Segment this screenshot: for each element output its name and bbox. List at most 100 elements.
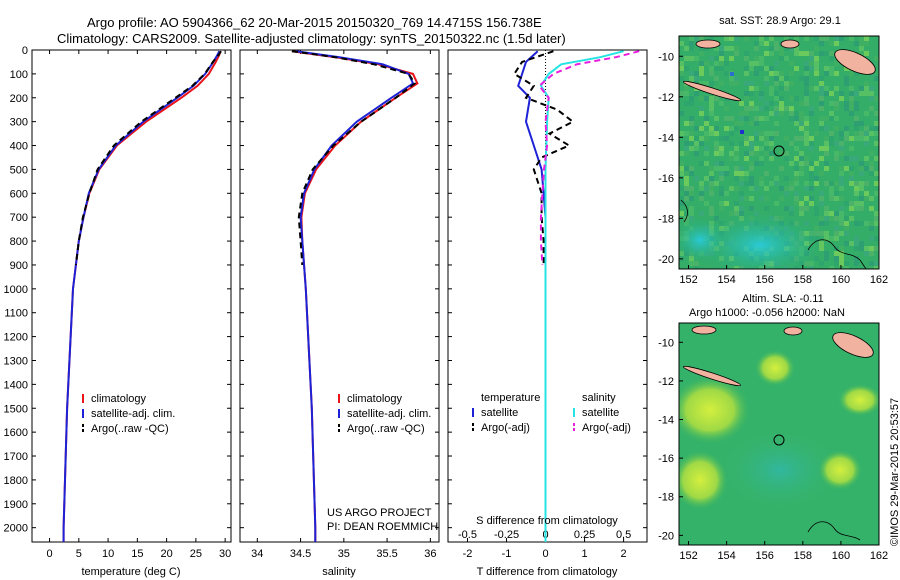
temperature-xlabel: temperature (deg C) <box>81 566 180 578</box>
x-tick-label: 0 <box>46 548 52 560</box>
sst-pixel <box>709 106 714 111</box>
sst-pixel <box>744 156 749 161</box>
sst-pixel <box>804 101 809 106</box>
sst-pixel <box>794 176 799 181</box>
sst-pixel <box>744 106 749 111</box>
sst-pixel <box>869 131 874 136</box>
sst-pixel <box>769 51 774 56</box>
sst-pixel <box>714 76 719 81</box>
sst-map-frame <box>678 35 880 270</box>
sst-pixel <box>699 61 704 66</box>
sst-pixel <box>839 251 844 256</box>
sla-map <box>679 323 879 545</box>
sst-pixel <box>754 71 759 76</box>
map-x-tick-label: 158 <box>794 550 812 562</box>
sst-pixel <box>694 146 699 151</box>
sst-pixel <box>844 226 849 231</box>
map-y-tick-label: -20 <box>658 530 674 542</box>
sst-pixel <box>759 91 764 96</box>
sst-pixel <box>849 91 854 96</box>
sst-pixel <box>754 66 759 71</box>
sst-pixel <box>839 231 844 236</box>
sst-pixel <box>784 81 789 86</box>
map-y-tick-label: -10 <box>658 51 674 63</box>
sst-pixel <box>869 166 874 171</box>
sst-pixel <box>829 211 834 216</box>
sst-pixel <box>869 126 874 131</box>
sst-pixel <box>829 51 834 56</box>
sst-pixel <box>864 141 869 146</box>
sst-pixel <box>859 186 864 191</box>
sst-pixel <box>874 191 879 196</box>
sst-map-title: sat. SST: 28.9 Argo: 29.1 <box>719 15 841 27</box>
legend-label: satellite <box>481 407 518 419</box>
sst-pixel <box>824 181 829 186</box>
sst-pixel <box>679 151 684 156</box>
sst-pixel <box>799 206 804 211</box>
sst-pixel <box>749 61 754 66</box>
sst-pixel <box>789 106 794 111</box>
sst-pixel <box>739 141 744 146</box>
sst-pixel <box>729 56 734 61</box>
sst-pixel <box>724 106 729 111</box>
sst-pixel <box>699 81 704 86</box>
sst-pixel <box>804 61 809 66</box>
sst-pixel <box>759 36 764 41</box>
sst-pixel <box>829 136 834 141</box>
sst-pixel <box>824 161 829 166</box>
sst-pixel <box>734 206 739 211</box>
sst-pixel <box>809 141 814 146</box>
sst-pixel <box>854 71 859 76</box>
sst-pixel <box>709 56 714 61</box>
sst-pixel <box>699 111 704 116</box>
sst-pixel <box>734 186 739 191</box>
sst-pixel <box>714 146 719 151</box>
sst-pixel <box>784 186 789 191</box>
sst-pixel <box>819 216 824 221</box>
sst-pixel <box>764 186 769 191</box>
sst-pixel <box>704 61 709 66</box>
sst-pixel <box>874 96 879 101</box>
depth-tick-label: 1500 <box>4 403 28 415</box>
sst-pixel <box>744 71 749 76</box>
sst-pixel <box>829 191 834 196</box>
difference-xlabel-top: S difference from climatology <box>476 515 618 527</box>
sst-pixel <box>719 171 724 176</box>
sst-pixel <box>689 116 694 121</box>
sst-pixel <box>864 191 869 196</box>
sst-pixel <box>699 46 704 51</box>
sst-pixel <box>784 191 789 196</box>
sst-pixel <box>764 206 769 211</box>
imos-timestamp: ©IMOS 29-Mar-2015 20:53:57 <box>889 398 900 546</box>
sst-pixel <box>699 136 704 141</box>
sst-pixel <box>739 176 744 181</box>
sst-pixel <box>754 41 759 46</box>
sst-pixel <box>699 211 704 216</box>
difference-plot: -2 -1 0 1 2-0.5 -0.25 0 0.25 0.5temperaturesatel… <box>458 50 640 560</box>
x-tick-label: 5 <box>76 548 82 560</box>
sst-warm-patch <box>690 210 830 269</box>
sst-pixel <box>854 41 859 46</box>
sst-pixel <box>704 131 709 136</box>
sst-pixel <box>714 126 719 131</box>
sst-pixel <box>734 151 739 156</box>
sst-pixel <box>729 76 734 81</box>
sst-pixel <box>799 211 804 216</box>
sst-pixel <box>814 181 819 186</box>
sst-pixel <box>754 146 759 151</box>
sst-pixel <box>829 131 834 136</box>
sst-pixel <box>799 201 804 206</box>
sst-pixel <box>834 101 839 106</box>
sst-pixel <box>869 251 874 256</box>
sst-pixel <box>774 201 779 206</box>
x-tick-label: 34.5 <box>290 548 311 560</box>
sst-pixel <box>789 206 794 211</box>
sst-pixel <box>839 211 844 216</box>
sst-pixel <box>769 91 774 96</box>
sst-pixel <box>689 131 694 136</box>
sst-pixel <box>824 91 829 96</box>
sst-pixel <box>839 206 844 211</box>
sst-pixel <box>819 101 824 106</box>
sst-pixel <box>844 266 849 269</box>
sst-pixel <box>859 51 864 56</box>
